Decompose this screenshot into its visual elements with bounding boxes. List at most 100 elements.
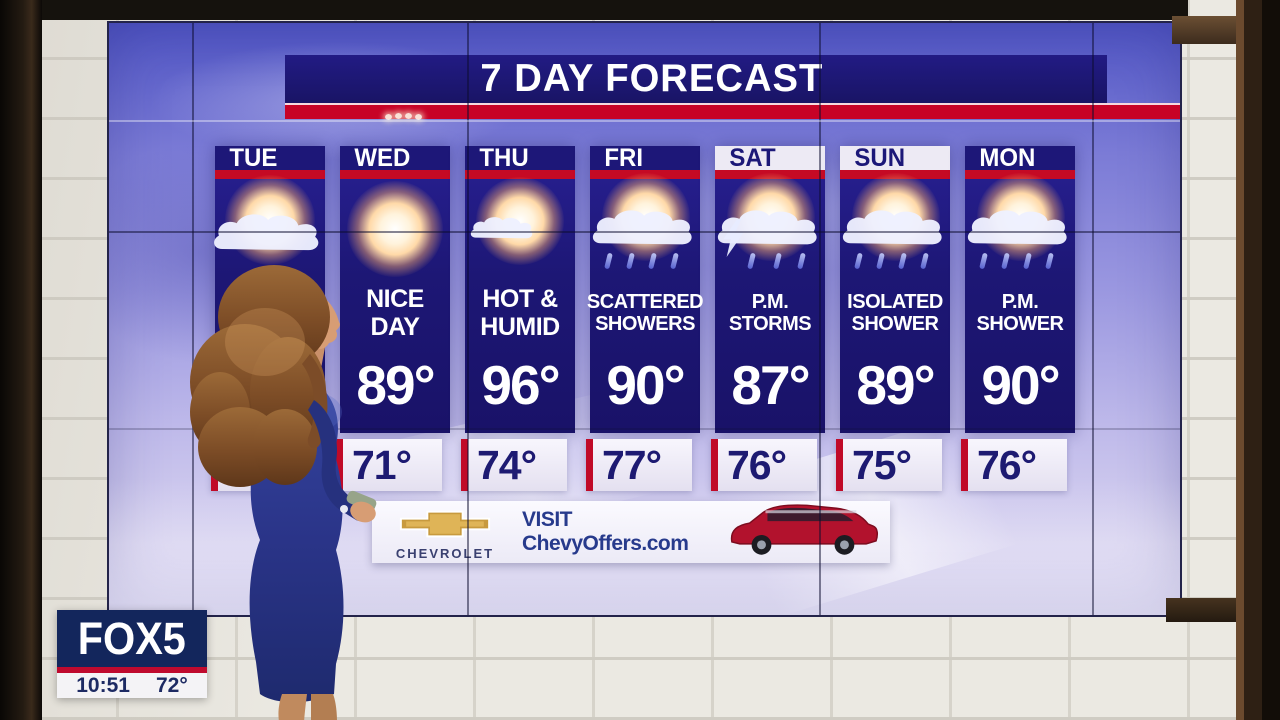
weather-icon: [840, 173, 950, 281]
raindrop-icon: [854, 252, 863, 270]
chevrolet-bowtie-icon: [399, 510, 491, 538]
low-temp: 75°: [852, 442, 912, 488]
raindrop-icon: [1045, 252, 1054, 270]
forecast-day-column: SUN ISOLATED SHOWER 89°: [840, 146, 950, 433]
day-header: TUE: [215, 144, 325, 172]
weather-icon: [465, 177, 575, 281]
day-header: SAT: [715, 144, 825, 172]
presenter-bracelet: [340, 505, 348, 513]
lens-flare-dot: [415, 114, 422, 120]
wall-bezel-seam: [819, 23, 821, 615]
cloud-icon: [717, 210, 817, 245]
low-temp-red-tick: [711, 439, 718, 491]
weather-presenter: [190, 265, 377, 720]
ad-banner: CHEVROLET VISIT ChevyOffers.com: [372, 501, 890, 563]
fox5-logo-box: FOX5: [57, 610, 207, 667]
station-bug: FOX5 10:51 72°: [57, 610, 207, 698]
day-label: FRI: [604, 144, 644, 172]
lens-flare-dot: [395, 113, 402, 119]
low-temp: 74°: [477, 442, 537, 488]
raindrop-icon: [920, 252, 929, 270]
raindrop-icon: [797, 252, 806, 270]
forecast-title-band: 7 DAY FORECAST: [285, 55, 1107, 103]
low-temp: 76°: [727, 442, 787, 488]
high-temp: 90°: [606, 354, 685, 416]
fox5-red-stripe: [57, 667, 207, 673]
clock-time: 10:51: [76, 673, 130, 697]
day-header: THU: [465, 144, 575, 172]
low-temp-red-tick: [836, 439, 843, 491]
presenter-leg: [311, 694, 337, 720]
lens-flare-dot: [405, 113, 412, 119]
forecast-day-column: THU HOT & HUMID 96°: [465, 146, 575, 433]
day-label: THU: [479, 144, 529, 172]
low-temp-box: 76°: [711, 439, 817, 491]
day-header-stripe: [465, 170, 575, 179]
cloud-icon: [842, 210, 942, 245]
day-header: MON: [965, 144, 1075, 172]
wall-bezel-seam: [109, 120, 1180, 122]
lightning-icon: [723, 219, 744, 257]
high-temp: 96°: [481, 354, 560, 416]
low-temp: 71°: [352, 442, 412, 488]
wall-bezel-seam: [109, 231, 1180, 233]
ad-message: VISIT ChevyOffers.com: [522, 508, 689, 555]
left-structural-beam: [0, 0, 42, 720]
low-temp-red-tick: [461, 439, 468, 491]
high-temp: 90°: [981, 354, 1060, 416]
low-temp-red-tick: [961, 439, 968, 491]
condition-text: P.M. STORMS: [728, 290, 812, 335]
day-header-stripe: [215, 170, 325, 179]
presenter-hand: [350, 501, 376, 523]
weather-icon: [590, 173, 700, 281]
ceiling-strip: [0, 0, 1188, 20]
lens-flare-dot: [385, 114, 392, 120]
forecast-day-column: MON P.M. SHOWER 90°: [965, 146, 1075, 433]
low-temp-red-tick: [336, 439, 343, 491]
low-temp-box: 71°: [336, 439, 442, 491]
raindrop-icon: [979, 252, 988, 270]
low-temp: 76°: [977, 442, 1037, 488]
day-label: MON: [979, 144, 1036, 172]
presenter-arm: [308, 400, 368, 522]
condition-text: ISOLATED SHOWER: [847, 290, 943, 335]
cloud-icon: [592, 210, 692, 245]
wall-bezel-seam: [192, 23, 194, 615]
condition-text: HOT & HUMID: [480, 285, 560, 341]
forecast-title: 7 DAY FORECAST: [480, 57, 824, 100]
wall-bezel-seam: [1092, 23, 1094, 615]
sun-icon: [347, 181, 443, 277]
weather-icon: [340, 181, 450, 281]
day-header: WED: [340, 144, 450, 172]
right-structural-beam: [1236, 0, 1280, 720]
wall-bezel-seam: [467, 23, 469, 615]
low-temp-box: 76°: [961, 439, 1067, 491]
day-label: TUE: [229, 144, 278, 172]
raindrop-icon: [604, 252, 613, 270]
day-label: SAT: [729, 144, 776, 172]
high-temp: 87°: [731, 354, 810, 416]
day-label: SUN: [854, 144, 906, 172]
low-temp-box: 77°: [586, 439, 692, 491]
cloud-icon: [214, 214, 319, 251]
low-temp-red-tick: [586, 439, 593, 491]
condition-text: SCATTERED SHOWERS: [586, 290, 704, 335]
forecast-day-column: FRI SCATTERED SHOWERS 90°: [586, 144, 704, 433]
fox5-logo: FOX5: [77, 612, 187, 664]
low-temp-box: 75°: [836, 439, 942, 491]
weather-icon: [715, 173, 825, 281]
time-temp-box: 10:51 72°: [57, 673, 207, 698]
high-temp: 89°: [356, 354, 435, 416]
cloud-icon: [470, 217, 533, 239]
day-header: FRI: [590, 144, 700, 172]
forecast-day-column: SAT P.M. STORMS 87°: [715, 146, 825, 433]
title-red-stripe: [285, 103, 1180, 119]
suv-image: [730, 504, 879, 555]
day-header: SUN: [840, 144, 950, 172]
day-label: WED: [354, 144, 411, 172]
cloud-icon: [967, 210, 1067, 245]
day-header-stripe: [340, 170, 450, 179]
condition-text: NICE DAY: [366, 285, 424, 341]
weather-icon: [965, 173, 1075, 281]
